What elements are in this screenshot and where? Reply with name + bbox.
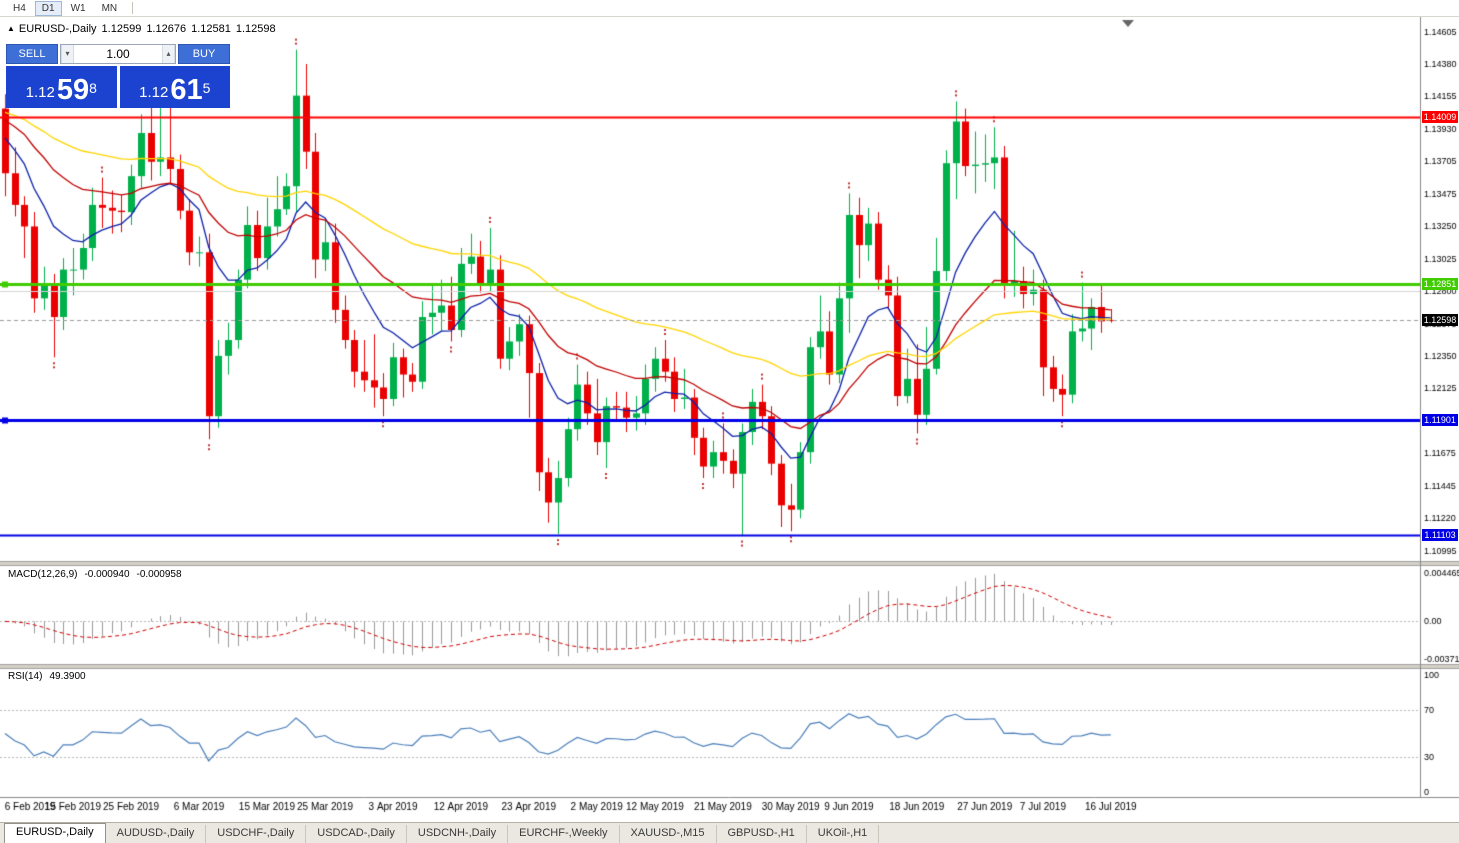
chart-symbol-period: EURUSD-,Daily bbox=[18, 23, 97, 35]
price-level-badge: 1.11901 bbox=[1422, 414, 1458, 427]
chart-collapse-icon[interactable]: ▲ bbox=[7, 24, 15, 33]
chart-tab-usdcnh-daily[interactable]: USDCNH-,Daily bbox=[407, 825, 509, 843]
macd-name: MACD(12,26,9) bbox=[8, 569, 78, 580]
macd-signal-value: -0.000958 bbox=[136, 569, 182, 580]
chart-tab-audusd-daily[interactable]: AUDUSD-,Daily bbox=[106, 825, 207, 843]
macd-indicator-label: MACD(12,26,9) -0.000940 -0.000958 bbox=[8, 569, 189, 580]
chart-tab-usdchf-daily[interactable]: USDCHF-,Daily bbox=[206, 825, 307, 843]
ohlc-low: 1.12581 bbox=[191, 23, 231, 35]
price-level-badge: 1.11103 bbox=[1422, 529, 1458, 542]
timeframe-button-w1[interactable]: W1 bbox=[64, 1, 93, 16]
chart-tab-gbpusd-h1[interactable]: GBPUSD-,H1 bbox=[717, 825, 807, 843]
sell-price-sup: 8 bbox=[89, 80, 97, 96]
chart-tab-bar: EURUSD-,Daily AUDUSD-,Daily USDCHF-,Daily U… bbox=[0, 822, 1459, 843]
chart-tab-xauusd-m15[interactable]: XAUUSD-,M15 bbox=[620, 825, 717, 843]
timeframe-button-d1[interactable]: D1 bbox=[34, 0, 62, 16]
buy-price-big: 61 bbox=[170, 74, 203, 106]
sell-price-big: 59 bbox=[56, 74, 90, 106]
price-level-badge: 1.14009 bbox=[1422, 111, 1458, 124]
sell-button[interactable]: SELL bbox=[6, 44, 58, 64]
price-level-badge: 1.12851 bbox=[1422, 277, 1458, 290]
price-chart-canvas[interactable] bbox=[0, 17, 1459, 822]
buy-price-panel[interactable]: 1.12 61 5 bbox=[119, 66, 230, 108]
ohlc-high: 1.12676 bbox=[146, 23, 187, 35]
buy-button[interactable]: BUY bbox=[178, 44, 230, 64]
chart-ohlc-readout: ▲ EURUSD-,Daily 1.12599 1.12676 1.12581 1.125… bbox=[7, 23, 281, 35]
price-level-badge: 1.12598 bbox=[1422, 314, 1458, 327]
toolbar-separator bbox=[132, 2, 134, 14]
chart-tab-ukoil-h1[interactable]: UKOil-,H1 bbox=[807, 825, 880, 843]
timeframe-button-mn[interactable]: MN bbox=[95, 1, 125, 16]
volume-decrease-icon[interactable]: ▾ bbox=[61, 45, 74, 63]
macd-main-value: -0.000940 bbox=[84, 569, 130, 580]
timeframe-button-h4[interactable]: H4 bbox=[6, 1, 33, 16]
sell-price-prefix: 1.12 bbox=[25, 84, 55, 101]
ohlc-close: 1.12598 bbox=[235, 23, 276, 35]
volume-increase-icon[interactable]: ▴ bbox=[162, 45, 175, 63]
chart-tab-usdcad-daily[interactable]: USDCAD-,Daily bbox=[306, 825, 407, 843]
sell-price-panel[interactable]: 1.12 59 8 bbox=[6, 66, 117, 108]
volume-control: ▾ ▴ bbox=[60, 44, 176, 64]
buy-price-sup: 5 bbox=[202, 80, 211, 96]
buy-price-prefix: 1.12 bbox=[139, 84, 169, 101]
rsi-indicator-label: RSI(14) 49.3900 bbox=[8, 671, 93, 682]
timeframe-toolbar: H4 D1 W1 MN bbox=[0, 0, 1459, 17]
chart-tab-eurusd-daily[interactable]: EURUSD-,Daily bbox=[4, 823, 106, 843]
ohlc-open: 1.12599 bbox=[101, 23, 142, 35]
chart-tab-eurchf-weekly[interactable]: EURCHF-,Weekly bbox=[508, 825, 620, 843]
rsi-name: RSI(14) bbox=[8, 671, 43, 682]
rsi-value: 49.3900 bbox=[49, 671, 86, 682]
volume-input[interactable] bbox=[74, 45, 162, 63]
